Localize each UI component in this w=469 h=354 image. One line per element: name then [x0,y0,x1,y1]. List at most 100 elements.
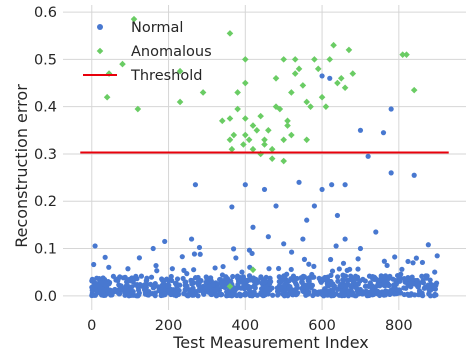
normal-point [424,273,430,279]
normal-point [125,266,131,272]
anomalous-point [268,155,276,162]
normal-point [127,278,133,284]
normal-point [329,268,336,274]
normal-point [108,288,115,294]
normal-point [150,245,156,252]
normal-point [201,291,207,297]
anomalous-point [261,141,268,148]
normal-point [229,204,235,210]
normal-point [414,277,420,284]
normal-point [159,282,165,289]
normal-point [432,269,438,275]
normal-point [94,275,100,281]
normal-point [122,289,128,296]
normal-point [419,259,426,266]
normal-point [154,268,160,274]
normal-point [294,285,300,291]
normal-point [411,172,417,178]
anomalous-point [272,103,280,110]
normal-point [239,269,245,275]
normal-point [296,179,302,185]
normal-point [410,260,416,266]
normal-point [387,291,393,297]
normal-point [276,274,282,280]
normal-point [375,288,381,294]
legend: Normal Anomalous Threshold [83,20,212,84]
anomalous-point [334,79,341,87]
normal-point [290,287,296,293]
anomalous-point [240,141,247,148]
normal-point [162,292,168,298]
normal-point [213,287,219,293]
anomalous-point [265,127,272,134]
normal-point [281,292,287,298]
normal-point [173,282,180,288]
anomalous-point [291,70,299,77]
anomalous-point [242,79,249,87]
normal-point [250,224,256,230]
normal-point [357,278,363,284]
anomalous-point [318,93,326,101]
normal-point [340,277,346,283]
normal-point [357,127,364,133]
normal-point [329,182,335,188]
normal-point [302,283,309,289]
normal-point [431,283,437,290]
normal-point [230,246,237,252]
normal-point [313,289,319,295]
normal-point [91,292,97,298]
normal-point [162,238,168,245]
x-axis-label: Test Measurement Index [172,333,369,352]
normal-point [414,283,421,289]
normal-point [102,292,108,298]
anomalous-point [299,82,307,89]
normal-point [395,287,401,293]
normal-point [306,261,312,267]
anomalous-point [130,15,138,23]
normal-point [299,279,305,285]
normal-point [149,291,156,297]
anomalous-point [226,283,234,290]
anomalous-point [341,84,349,92]
normal-point [380,130,387,136]
anomalous-point [322,103,330,110]
normal-point [305,291,311,297]
normal-point [290,291,296,298]
y-tick-label: 0.6 [34,5,57,21]
normal-point [276,278,282,285]
normal-point [138,273,145,279]
normal-point [281,241,287,247]
anomalous-point [249,145,257,153]
normal-point [357,245,364,252]
normal-point [356,291,362,297]
normal-point [328,278,334,285]
anomalous-point [249,122,257,129]
normal-point [245,277,251,283]
normal-point [92,284,98,290]
normal-point [150,285,156,291]
normal-point [328,293,334,299]
normal-point [336,292,342,298]
normal-point [366,289,372,295]
normal-point [164,276,170,282]
normal-point [246,273,253,279]
normal-point [322,286,328,292]
normal-point [281,274,288,280]
anomalous-point [303,98,311,106]
normal-point [434,253,440,259]
normal-point [341,292,347,299]
normal-point [182,287,188,293]
normal-point [398,271,404,277]
anomalous-point [249,266,257,274]
normal-point [174,276,181,282]
normal-point [323,292,329,298]
normal-point [247,291,253,297]
normal-point [386,282,392,288]
normal-point [158,287,165,293]
normal-point [234,292,240,299]
anomalous-point [226,136,234,144]
plot-area [63,5,466,310]
normal-point [188,277,194,283]
anomalous-point [403,51,410,58]
normal-point [153,263,159,269]
